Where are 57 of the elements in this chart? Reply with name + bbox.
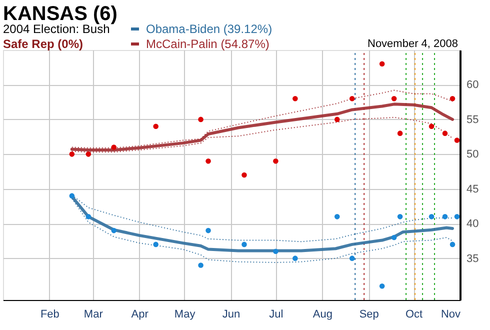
point (292, 256, 298, 261)
point (111, 228, 117, 234)
point (442, 130, 448, 136)
point (153, 242, 158, 248)
point (397, 214, 403, 220)
point (206, 228, 211, 234)
y-tick-label: 45 (466, 183, 479, 196)
y-tick-label: 60 (466, 79, 479, 92)
x-tick-label: Sep (359, 308, 379, 320)
point (454, 214, 460, 220)
point (198, 116, 204, 122)
point (153, 124, 158, 130)
y-tick-label: 55 (466, 114, 479, 126)
point (206, 158, 211, 164)
legend-label: Obama-Biden (39.12%) (146, 22, 272, 36)
y-tick-label: 50 (466, 148, 479, 161)
point (69, 193, 75, 198)
point (428, 124, 434, 130)
x-tick-label: Oct (405, 308, 423, 320)
point (111, 144, 117, 150)
x-tick-label: Nov (440, 308, 461, 320)
point (454, 138, 460, 143)
point (334, 116, 340, 122)
point (349, 256, 355, 261)
x-tick-label: Feb (40, 308, 60, 320)
point (273, 248, 278, 254)
x-tick-label: Jul (269, 308, 284, 320)
point (292, 96, 298, 102)
point (442, 214, 448, 220)
point (349, 96, 355, 102)
point (450, 96, 456, 102)
point (428, 214, 434, 220)
point (86, 152, 92, 157)
legend-label: McCain-Palin (54.87%) (146, 37, 270, 51)
point (198, 262, 204, 268)
chart-title: KANSAS (6) (3, 3, 118, 25)
point (69, 152, 75, 157)
point (242, 242, 247, 248)
point (273, 158, 278, 164)
y-tick-label: 35 (466, 252, 479, 265)
x-tick-label: Jun (222, 308, 240, 320)
point (242, 172, 247, 178)
x-tick-label: Aug (312, 308, 332, 320)
point (397, 130, 403, 136)
point (86, 214, 92, 220)
point (379, 283, 385, 289)
text: November 4, 2008 (368, 38, 458, 50)
point (379, 61, 385, 67)
point (450, 242, 456, 248)
x-tick-label: Mar (84, 308, 104, 320)
point (391, 234, 397, 240)
point (391, 96, 397, 102)
x-tick-label: May (174, 308, 196, 320)
point (334, 214, 340, 220)
y-tick-label: 40 (466, 218, 479, 230)
x-tick-label: Apr (131, 308, 149, 320)
annotation: Safe Rep (0%) (3, 37, 84, 51)
